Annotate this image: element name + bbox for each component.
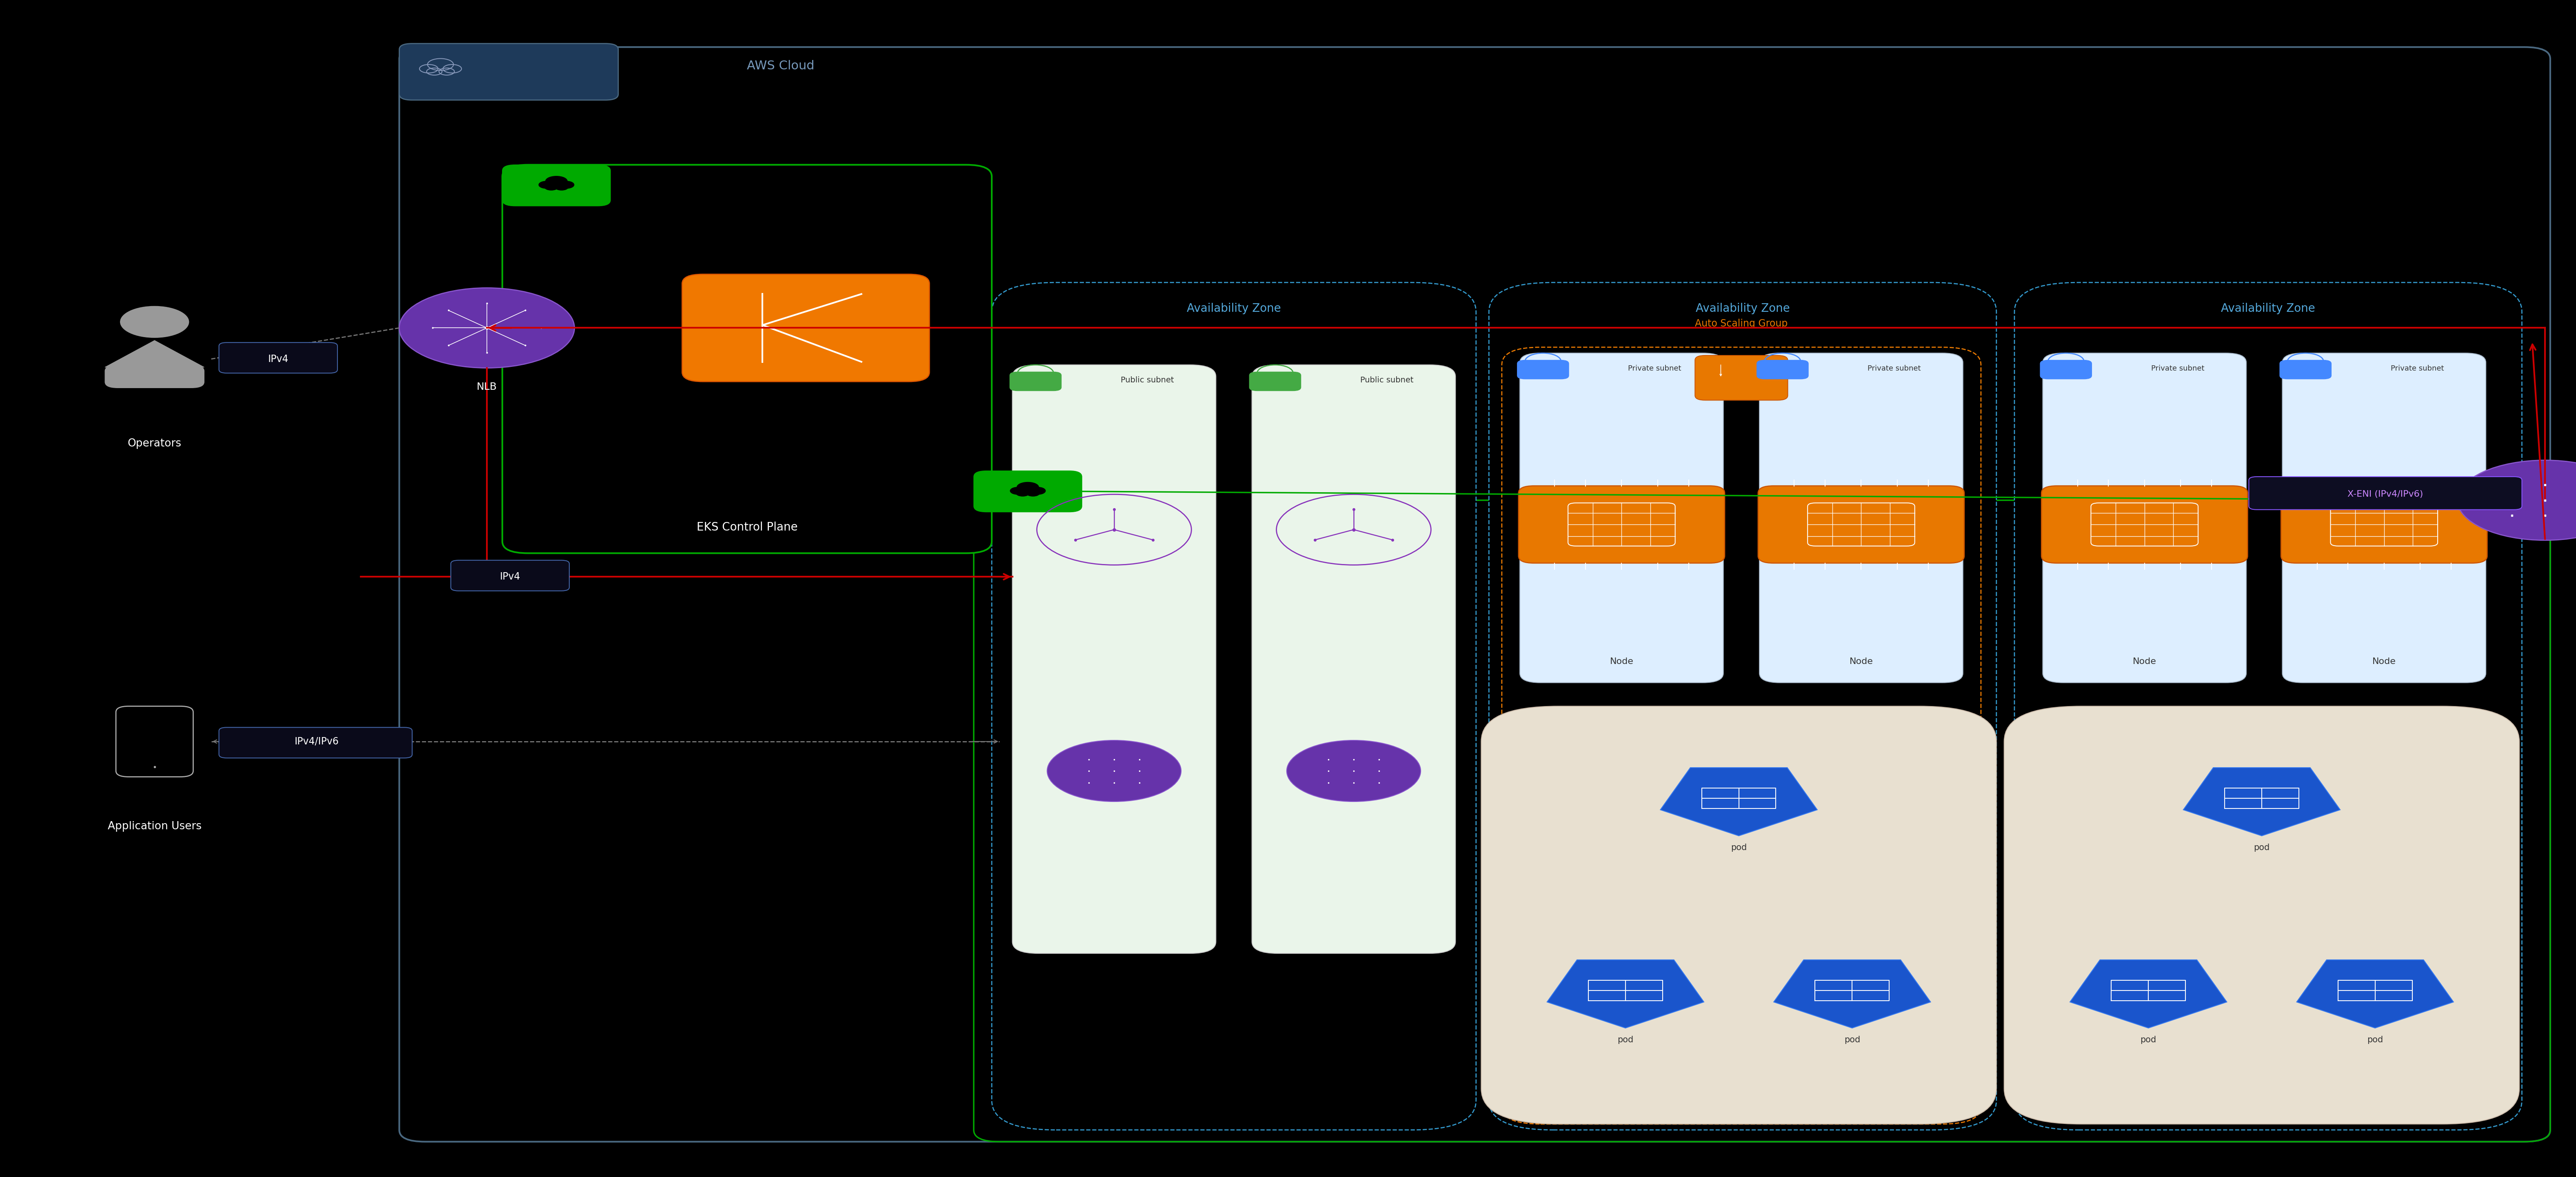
- Polygon shape: [1775, 960, 1929, 1028]
- Polygon shape: [2071, 960, 2226, 1028]
- Circle shape: [556, 184, 569, 189]
- FancyBboxPatch shape: [2043, 353, 2246, 683]
- Text: IPv4/IPv6: IPv4/IPv6: [294, 737, 340, 746]
- Circle shape: [546, 177, 567, 186]
- FancyBboxPatch shape: [1757, 360, 1808, 379]
- FancyBboxPatch shape: [1010, 372, 1061, 391]
- Text: Availability Zone: Availability Zone: [1188, 302, 1280, 314]
- FancyBboxPatch shape: [1520, 353, 1723, 683]
- FancyBboxPatch shape: [502, 165, 611, 206]
- FancyBboxPatch shape: [2004, 706, 2519, 1124]
- FancyBboxPatch shape: [1252, 365, 1455, 953]
- Circle shape: [2458, 460, 2576, 540]
- Polygon shape: [2298, 960, 2452, 1028]
- Text: Operators: Operators: [129, 438, 180, 450]
- FancyBboxPatch shape: [2282, 486, 2486, 563]
- Text: Private subnet: Private subnet: [1628, 365, 1682, 372]
- FancyBboxPatch shape: [502, 165, 992, 553]
- Text: pod: pod: [2367, 1036, 2383, 1044]
- Circle shape: [1015, 491, 1030, 497]
- Text: Availability Zone: Availability Zone: [1695, 302, 1790, 314]
- Circle shape: [546, 184, 556, 189]
- Text: Node: Node: [2133, 658, 2156, 665]
- Text: Node: Node: [1850, 658, 1873, 665]
- FancyBboxPatch shape: [1517, 360, 1569, 379]
- Circle shape: [1018, 483, 1038, 492]
- FancyBboxPatch shape: [1517, 486, 1723, 563]
- FancyBboxPatch shape: [1481, 706, 1996, 1124]
- Circle shape: [559, 181, 574, 188]
- Text: Public subnet: Public subnet: [1121, 377, 1175, 384]
- FancyBboxPatch shape: [1759, 353, 1963, 683]
- FancyBboxPatch shape: [399, 47, 2550, 1142]
- Text: pod: pod: [1731, 844, 1747, 852]
- Polygon shape: [106, 340, 204, 367]
- FancyBboxPatch shape: [1489, 282, 1996, 1130]
- Text: AWS Cloud: AWS Cloud: [747, 60, 814, 72]
- Text: Node: Node: [1610, 658, 1633, 665]
- FancyBboxPatch shape: [2040, 360, 2092, 379]
- FancyBboxPatch shape: [106, 365, 204, 388]
- Polygon shape: [2184, 767, 2339, 836]
- FancyBboxPatch shape: [1502, 347, 1981, 1124]
- Text: pod: pod: [1844, 1036, 1860, 1044]
- FancyBboxPatch shape: [974, 471, 1082, 512]
- Text: Private subnet: Private subnet: [2391, 365, 2445, 372]
- Text: Node: Node: [2372, 658, 2396, 665]
- Text: X-ENI (IPv4/IPv6): X-ENI (IPv4/IPv6): [2347, 491, 2424, 498]
- Circle shape: [1030, 487, 1046, 494]
- Text: Auto Scaling Group: Auto Scaling Group: [1695, 319, 1788, 328]
- Text: Availability Zone: Availability Zone: [2221, 302, 2316, 314]
- Text: Private subnet: Private subnet: [1868, 365, 1922, 372]
- Text: Public subnet: Public subnet: [1360, 377, 1414, 384]
- Polygon shape: [1662, 767, 1816, 836]
- Polygon shape: [1548, 960, 1703, 1028]
- Text: NLB: NLB: [477, 381, 497, 392]
- Circle shape: [538, 181, 554, 188]
- Circle shape: [399, 288, 574, 368]
- FancyBboxPatch shape: [992, 282, 1476, 1130]
- FancyBboxPatch shape: [451, 560, 569, 591]
- Text: pod: pod: [2141, 1036, 2156, 1044]
- FancyBboxPatch shape: [1695, 355, 1788, 400]
- Text: EKS Control Plane: EKS Control Plane: [696, 521, 799, 533]
- FancyBboxPatch shape: [219, 343, 337, 373]
- Circle shape: [121, 306, 188, 338]
- FancyBboxPatch shape: [1249, 372, 1301, 391]
- FancyBboxPatch shape: [2040, 486, 2246, 563]
- Text: IPv4: IPv4: [268, 354, 289, 364]
- Text: Application Users: Application Users: [108, 820, 201, 832]
- FancyBboxPatch shape: [2014, 282, 2522, 1130]
- Circle shape: [1285, 740, 1419, 802]
- Text: pod: pod: [1618, 1036, 1633, 1044]
- FancyBboxPatch shape: [2280, 360, 2331, 379]
- Text: Private subnet: Private subnet: [2151, 365, 2205, 372]
- Text: IPv4: IPv4: [500, 572, 520, 581]
- FancyBboxPatch shape: [399, 44, 618, 100]
- Text: pod: pod: [2254, 844, 2269, 852]
- Circle shape: [1025, 491, 1041, 497]
- FancyBboxPatch shape: [1012, 365, 1216, 953]
- FancyBboxPatch shape: [219, 727, 412, 758]
- Circle shape: [1046, 740, 1180, 802]
- FancyBboxPatch shape: [1757, 486, 1963, 563]
- FancyBboxPatch shape: [2282, 353, 2486, 683]
- FancyBboxPatch shape: [2249, 477, 2522, 510]
- FancyBboxPatch shape: [683, 274, 930, 381]
- Circle shape: [1010, 487, 1025, 494]
